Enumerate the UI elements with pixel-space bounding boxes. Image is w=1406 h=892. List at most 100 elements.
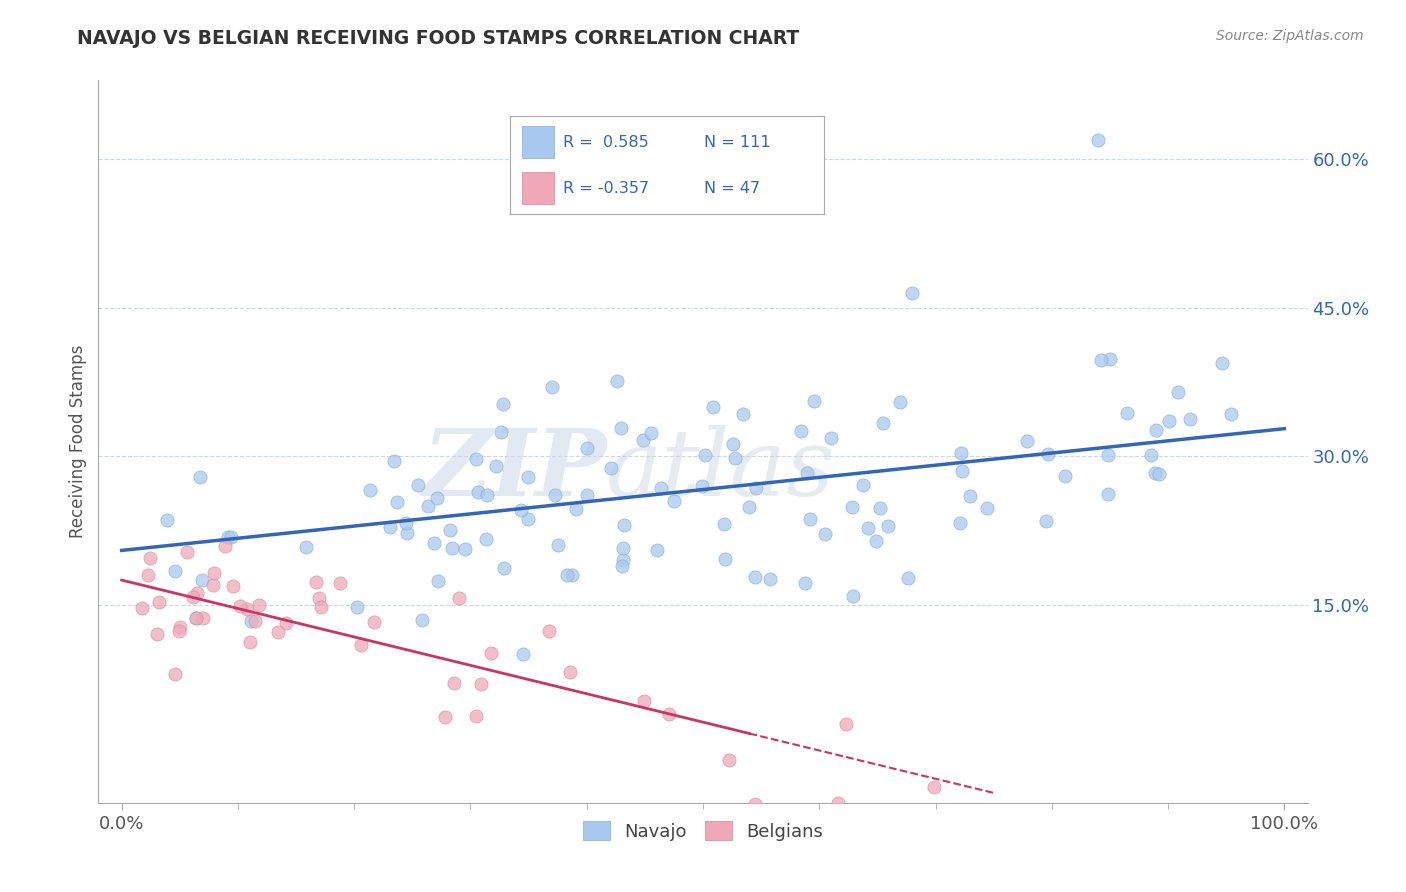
- Point: [1143, 467, 1166, 481]
- Point: [516, 512, 538, 526]
- Point: [820, 431, 842, 445]
- Point: [267, 625, 290, 640]
- Point: [467, 485, 489, 500]
- Point: [138, 550, 160, 565]
- Point: [406, 478, 429, 492]
- Point: [148, 595, 170, 609]
- Point: [1180, 411, 1202, 425]
- Point: [1144, 424, 1167, 438]
- Point: [433, 710, 456, 724]
- Point: [217, 530, 239, 544]
- Point: [485, 458, 508, 473]
- Point: [610, 420, 633, 434]
- Point: [731, 408, 754, 422]
- Point: [796, 466, 818, 480]
- Point: [852, 478, 875, 492]
- Point: [576, 488, 599, 502]
- Point: [949, 516, 972, 530]
- Point: [794, 576, 817, 591]
- Point: [219, 530, 242, 544]
- Point: [474, 533, 496, 547]
- Point: [949, 445, 972, 459]
- Point: [1098, 352, 1121, 367]
- Point: [713, 517, 735, 532]
- Point: [439, 524, 461, 538]
- Point: [818, 816, 841, 830]
- Point: [1090, 352, 1112, 367]
- Point: [950, 464, 973, 478]
- Point: [422, 536, 444, 550]
- Point: [131, 601, 153, 615]
- Point: [385, 495, 408, 509]
- Point: [744, 797, 766, 811]
- Point: [411, 613, 433, 627]
- Point: [169, 620, 191, 634]
- Point: [516, 470, 538, 484]
- Point: [834, 717, 856, 731]
- Point: [426, 491, 449, 506]
- Point: [308, 591, 330, 606]
- Point: [724, 450, 747, 465]
- Point: [1115, 406, 1137, 420]
- Point: [658, 706, 681, 721]
- Point: [479, 646, 502, 660]
- Text: Source: ZipAtlas.com: Source: ZipAtlas.com: [1216, 29, 1364, 43]
- Point: [190, 470, 212, 484]
- Point: [613, 517, 636, 532]
- Point: [543, 488, 565, 502]
- Point: [717, 753, 740, 767]
- Point: [1097, 487, 1119, 501]
- Point: [640, 425, 662, 440]
- Point: [959, 489, 981, 503]
- Point: [156, 513, 179, 527]
- Point: [176, 545, 198, 559]
- Point: [858, 521, 880, 535]
- Point: [631, 433, 654, 447]
- Point: [191, 611, 214, 625]
- Point: [214, 539, 236, 553]
- Point: [384, 454, 406, 468]
- Point: [491, 397, 513, 411]
- Point: [599, 461, 621, 475]
- Point: [163, 666, 186, 681]
- Point: [803, 394, 825, 409]
- Point: [1038, 447, 1060, 461]
- Point: [790, 424, 813, 438]
- Point: [540, 380, 562, 394]
- Point: [814, 526, 837, 541]
- Point: [558, 665, 581, 679]
- Point: [565, 502, 588, 516]
- Point: [721, 437, 744, 451]
- Point: [243, 615, 266, 629]
- Point: [538, 624, 561, 639]
- Point: [1015, 434, 1038, 448]
- Point: [169, 624, 191, 639]
- Point: [865, 534, 887, 549]
- Point: [576, 441, 599, 455]
- Point: [202, 577, 225, 591]
- Point: [924, 780, 946, 795]
- Point: [510, 502, 533, 516]
- Point: [350, 638, 373, 652]
- Point: [612, 552, 634, 566]
- Point: [799, 512, 821, 526]
- Point: [1147, 467, 1170, 481]
- Point: [882, 828, 904, 842]
- Point: [440, 541, 463, 555]
- Point: [146, 627, 169, 641]
- Point: [443, 676, 465, 690]
- Point: [359, 483, 381, 498]
- Text: NAVAJO VS BELGIAN RECEIVING FOOD STAMPS CORRELATION CHART: NAVAJO VS BELGIAN RECEIVING FOOD STAMPS …: [77, 29, 800, 47]
- Point: [1167, 384, 1189, 399]
- Point: [202, 566, 225, 581]
- Point: [555, 568, 578, 582]
- Point: [633, 693, 655, 707]
- Point: [827, 796, 849, 810]
- Point: [690, 479, 713, 493]
- Point: [475, 488, 498, 502]
- Point: [346, 599, 368, 614]
- Point: [897, 571, 920, 585]
- Point: [239, 635, 262, 649]
- Point: [610, 558, 633, 573]
- Point: [305, 575, 328, 590]
